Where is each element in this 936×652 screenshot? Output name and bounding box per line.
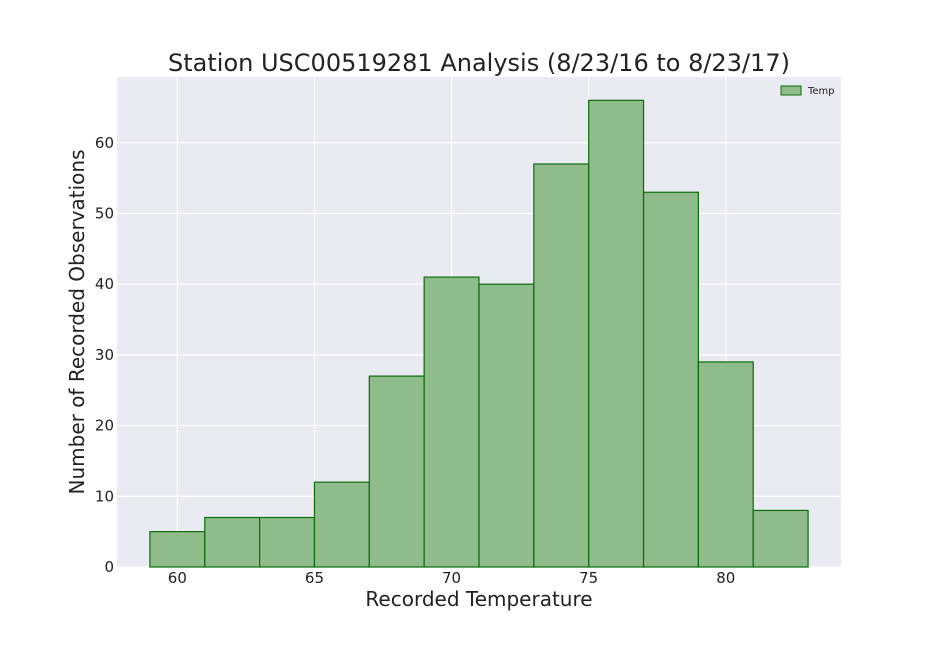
histogram-bar bbox=[588, 99, 645, 568]
y-tick-label: 60 bbox=[95, 134, 114, 152]
y-axis-label: Number of Recorded Observations bbox=[65, 150, 89, 495]
x-tick-label: 75 bbox=[579, 569, 598, 587]
x-tick-label: 80 bbox=[716, 569, 735, 587]
bars bbox=[149, 99, 809, 568]
y-tick-label: 30 bbox=[95, 346, 114, 364]
y-tick-label: 50 bbox=[95, 204, 114, 222]
x-tick-label: 60 bbox=[168, 569, 187, 587]
histogram-bar bbox=[697, 361, 754, 568]
histogram-bar bbox=[423, 276, 480, 568]
histogram-bar bbox=[368, 375, 425, 568]
legend: Temp bbox=[780, 85, 835, 97]
x-axis-label: Recorded Temperature bbox=[365, 587, 592, 611]
y-tick-label: 20 bbox=[95, 417, 114, 435]
histogram-bar bbox=[533, 163, 590, 568]
histogram-bar bbox=[259, 516, 316, 568]
histogram-bar bbox=[204, 516, 261, 568]
y-tick-label: 10 bbox=[95, 487, 114, 505]
histogram-bar bbox=[149, 531, 206, 568]
x-tick-label: 65 bbox=[305, 569, 324, 587]
x-tick-label: 70 bbox=[442, 569, 461, 587]
legend-swatch bbox=[780, 85, 802, 96]
chart-title: Station USC00519281 Analysis (8/23/16 to… bbox=[168, 49, 790, 77]
histogram-bar bbox=[642, 191, 699, 568]
histogram-bar bbox=[478, 283, 535, 568]
y-tick-label: 40 bbox=[95, 275, 114, 293]
y-tick-label: 0 bbox=[104, 558, 114, 576]
histogram-bar bbox=[313, 481, 370, 568]
legend-label: Temp bbox=[807, 86, 835, 97]
histogram-bar bbox=[752, 509, 809, 568]
tick-labels: 60 65 70 75 80 0 10 20 30 40 50 60 bbox=[95, 134, 735, 587]
